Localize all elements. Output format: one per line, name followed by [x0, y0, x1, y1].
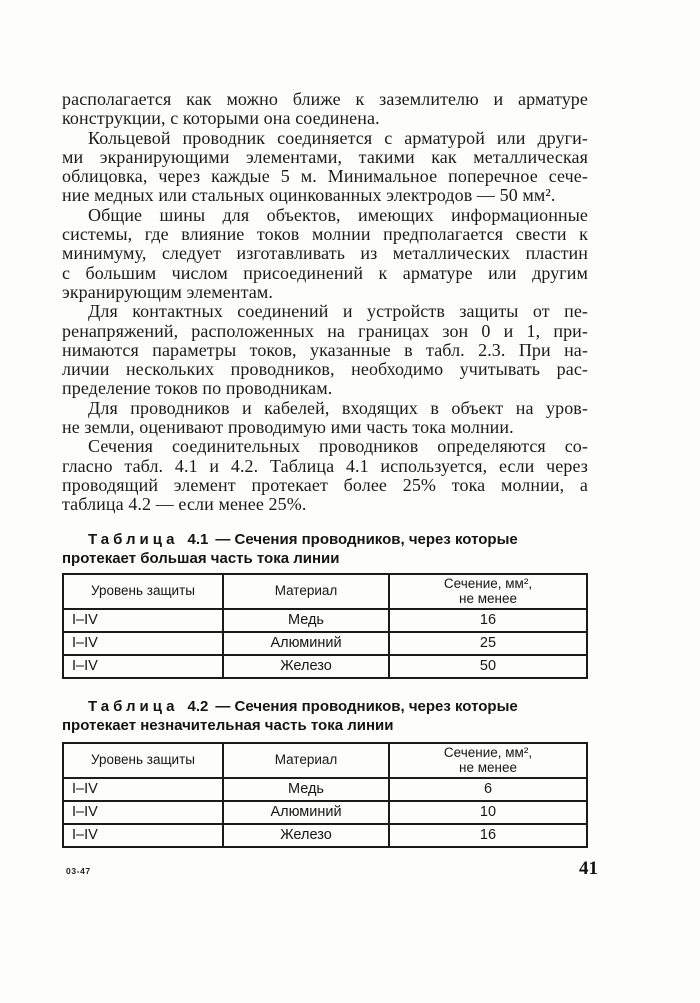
col-header-section-line1: Сечение, мм²,	[443, 575, 533, 591]
body-line: проводящий элемент протекает более 25% т…	[62, 474, 588, 495]
body-line: Для проводников и кабелей, входящих в об…	[88, 397, 588, 418]
col-header-section-line2: не менее	[459, 760, 517, 776]
section-cell: 16	[388, 607, 588, 633]
table-row: I–IV Алюминий 10	[62, 799, 588, 825]
caption-number: 4.2	[187, 697, 209, 715]
body-line: Кольцевой проводник соединяется с армату…	[88, 127, 588, 148]
section-cell: 16	[388, 822, 588, 848]
body-line: конструкции, с которыми она соединена.	[62, 108, 380, 129]
col-header-section: Сечение, мм², не менее	[388, 572, 588, 610]
section-cell: 10	[388, 799, 588, 825]
col-header-section: Сечение, мм², не менее	[388, 741, 588, 779]
table-row: I–IV Железо 50	[62, 653, 588, 679]
body-line: гласно табл. 4.1 и 4.2. Таблица 4.1 испо…	[62, 455, 588, 476]
print-code: 03-47	[66, 865, 91, 876]
protection-level-cell: I–IV	[62, 630, 224, 656]
table-4-1-caption: Таблица 4.1 — Сечения проводников, через к…	[62, 530, 588, 569]
table-4-2: Уровень защиты Материал Сечение, мм², не…	[62, 741, 588, 848]
caption-line: Таблица 4.2 — Сечения проводников, через к…	[62, 697, 588, 717]
body-line: располагается как можно ближе к заземлит…	[62, 89, 588, 109]
caption-line: протекает большая часть тока линии	[62, 550, 340, 568]
table-header-row: Уровень защиты Материал Сечение, мм², не…	[62, 741, 588, 779]
col-header-material: Материал	[222, 741, 390, 779]
table-4-1: Уровень защиты Материал Сечение, мм², не…	[62, 572, 588, 679]
material-cell: Медь	[222, 776, 390, 802]
material-cell: Алюминий	[222, 799, 390, 825]
page-content: располагается как можно ближе к заземлит…	[62, 89, 598, 880]
material-cell: Железо	[222, 822, 390, 848]
caption-number: 4.1	[187, 530, 209, 548]
material-cell: Медь	[222, 607, 390, 633]
protection-level-cell: I–IV	[62, 653, 224, 679]
body-line: нимаются параметры токов, указанные в та…	[62, 339, 588, 360]
page-number: 41	[579, 857, 598, 879]
caption-text: — Сечения проводников, через которые	[215, 697, 518, 715]
caption-line: протекает незначительная часть тока лини…	[62, 717, 394, 735]
material-cell: Железо	[222, 653, 390, 679]
page-footer: 03-47 41	[62, 858, 598, 880]
protection-level-cell: I–IV	[62, 607, 224, 633]
protection-level-cell: I–IV	[62, 776, 224, 802]
body-line: таблица 4.2 — если менее 25%.	[62, 494, 307, 515]
body-line: минимуму, следует изготавливать из метал…	[62, 243, 588, 264]
body-line: с большим числом присоединений к арматур…	[62, 262, 588, 283]
table-header-row: Уровень защиты Материал Сечение, мм², не…	[62, 572, 588, 610]
caption-text: — Сечения проводников, через которые	[215, 530, 518, 548]
protection-level-cell: I–IV	[62, 822, 224, 848]
material-cell: Алюминий	[222, 630, 390, 656]
caption-word: Таблица	[88, 530, 179, 548]
caption-word: Таблица	[88, 697, 179, 715]
body-line: экранирующим элементам.	[62, 281, 273, 302]
col-header-material: Материал	[222, 572, 390, 610]
caption-line: Таблица 4.1 — Сечения проводников, через к…	[62, 530, 588, 550]
body-line: Сечения соединительных проводников опред…	[88, 436, 588, 457]
body-line: Общие шины для объектов, имеющих информа…	[88, 204, 588, 225]
table-row: I–IV Медь 16	[62, 607, 588, 633]
table-4-2-caption: Таблица 4.2 — Сечения проводников, через к…	[62, 697, 588, 736]
section-cell: 50	[388, 653, 588, 679]
body-line: не земли, оценивают проводимую ими часть…	[62, 417, 514, 438]
body-line: пределение токов по проводникам.	[62, 378, 333, 399]
col-header-section-line2: не менее	[459, 591, 517, 607]
body-line: Для контактных соединений и устройств за…	[88, 301, 588, 322]
body-line: ренапряжений, расположенных на границах …	[62, 320, 588, 341]
table-row: I–IV Алюминий 25	[62, 630, 588, 656]
body-line: ми экранирующими элементами, такими как …	[62, 146, 588, 167]
section-cell: 6	[388, 776, 588, 802]
body-text: располагается как можно ближе к заземлит…	[62, 89, 588, 515]
col-header-section-line1: Сечение, мм²,	[443, 744, 533, 760]
col-header-protection-level: Уровень защиты	[62, 572, 224, 610]
body-line: системы, где влияние токов молнии предпо…	[62, 224, 588, 245]
table-row: I–IV Железо 16	[62, 822, 588, 848]
table-row: I–IV Медь 6	[62, 776, 588, 802]
col-header-protection-level: Уровень защиты	[62, 741, 224, 779]
body-line: облицовка, через каждые 5 м. Минимальное…	[62, 166, 588, 187]
body-line: личии нескольких проводников, необходимо…	[62, 359, 588, 380]
protection-level-cell: I–IV	[62, 799, 224, 825]
body-line: ние медных или стальных оцинкованных эле…	[62, 185, 556, 206]
section-cell: 25	[388, 630, 588, 656]
